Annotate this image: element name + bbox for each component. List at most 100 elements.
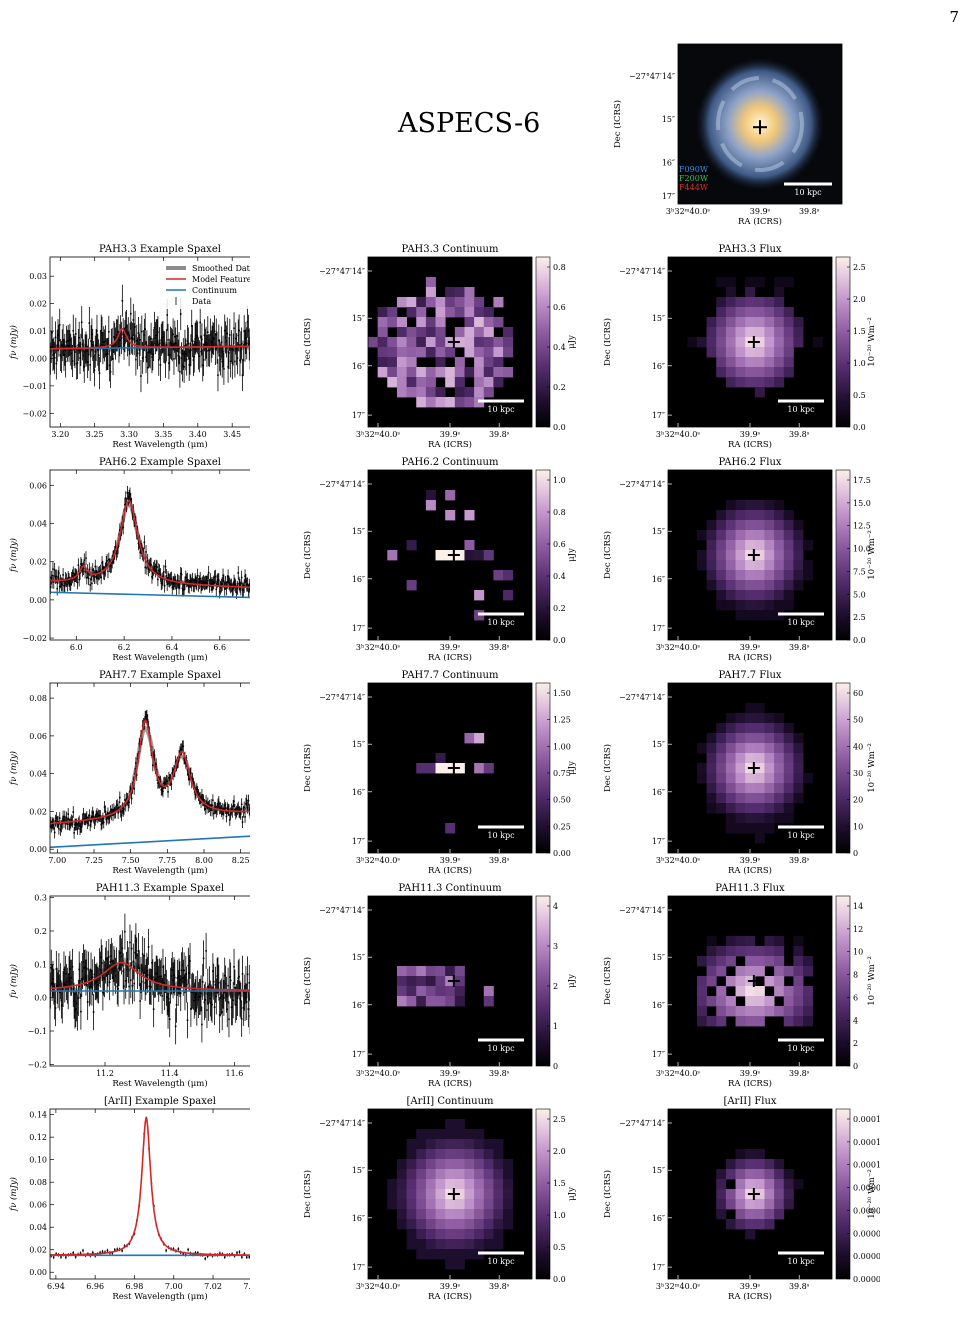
colorbar-tick-label: 1 <box>553 1022 558 1031</box>
map-pixel <box>764 590 775 601</box>
map-pixel <box>774 327 785 338</box>
data-point <box>108 956 110 958</box>
x-axis-label: RA (ICRS) <box>428 439 472 450</box>
map-pixel <box>716 753 727 764</box>
data-point <box>234 812 237 815</box>
map-pixel <box>454 327 465 338</box>
map-pixel <box>474 1129 485 1140</box>
map-pixel <box>425 327 436 338</box>
map-pixel <box>483 550 494 561</box>
map-pixel <box>754 956 765 967</box>
map-pixel <box>396 317 407 328</box>
map-pixel <box>783 327 794 338</box>
map-pixel <box>774 540 785 551</box>
data-point <box>91 333 93 336</box>
data-point <box>50 825 53 828</box>
data-point <box>105 958 108 960</box>
map-pixel <box>735 793 746 804</box>
map-pixel <box>387 1179 398 1190</box>
y-tick-label: 0.02 <box>29 1246 47 1255</box>
data-point <box>156 334 158 336</box>
y-axis-label: Dec (ICRS) <box>602 318 613 366</box>
map-pixel <box>493 1169 504 1180</box>
data-point <box>245 799 248 802</box>
map-pixel <box>745 823 756 834</box>
data-point <box>53 831 56 834</box>
data-point <box>100 823 102 826</box>
map-pixel <box>735 1219 746 1230</box>
y-tick-label: 0.08 <box>29 694 47 703</box>
map-pixel <box>754 500 765 511</box>
data-point <box>106 974 108 976</box>
data-point <box>79 828 81 830</box>
data-point <box>62 574 64 576</box>
map-pixel <box>783 793 794 804</box>
data-point <box>207 1002 210 1004</box>
map-pixel <box>725 510 736 521</box>
data-point <box>210 804 212 806</box>
data-point <box>239 811 241 814</box>
map-pixel <box>483 1159 494 1170</box>
map-pixel <box>754 996 765 1007</box>
data-point <box>100 956 102 959</box>
data-point <box>91 582 93 585</box>
data-point <box>54 1007 57 1009</box>
map-pixel <box>435 1249 446 1260</box>
data-point <box>218 801 220 803</box>
map-pixel <box>725 377 736 388</box>
data-point <box>235 591 238 593</box>
data-point <box>138 742 141 745</box>
spectrum-plot-area <box>50 913 250 1045</box>
map-pixel <box>445 307 456 318</box>
data-point <box>87 819 90 822</box>
map-pixel <box>474 1149 485 1160</box>
map-pixel <box>493 1229 504 1240</box>
data-point <box>233 580 235 583</box>
data-point <box>204 808 207 810</box>
data-point <box>159 574 162 576</box>
data-point <box>234 337 237 340</box>
map-pixel <box>764 956 775 967</box>
data-point <box>179 370 181 373</box>
map-pixel <box>725 520 736 531</box>
scalebar-label: 10 kpc <box>487 831 515 840</box>
map-pixel <box>435 1159 446 1170</box>
map-pixel <box>735 773 746 784</box>
map-pixel <box>745 530 756 541</box>
map-pixel <box>368 337 379 348</box>
map-pixel <box>445 1249 456 1260</box>
map-pixel <box>474 733 485 744</box>
data-point <box>90 969 92 972</box>
map-pixel <box>764 367 775 378</box>
data-point <box>84 570 86 573</box>
data-point <box>67 340 69 342</box>
map-pixel <box>406 367 417 378</box>
data-point <box>185 353 187 356</box>
data-point <box>64 983 66 986</box>
map-pixel <box>706 580 717 591</box>
map-pixel <box>706 753 717 764</box>
data-point <box>206 350 208 352</box>
map-pixel <box>754 610 765 621</box>
data-point <box>57 576 59 578</box>
map-pixel <box>754 703 765 714</box>
data-point <box>179 978 181 981</box>
map-pixel <box>483 347 494 358</box>
data-point <box>210 583 212 585</box>
map-pixel <box>803 966 814 977</box>
data-point <box>113 963 115 965</box>
spectrum-plot-area <box>50 485 250 599</box>
data-point <box>165 344 168 346</box>
x-tick-label: 8.25 <box>232 856 250 865</box>
data-point <box>88 814 91 817</box>
map-pixel <box>483 1229 494 1240</box>
map-pixel <box>716 1199 727 1210</box>
data-point <box>182 353 185 355</box>
map-pixel <box>716 367 727 378</box>
map-pixel <box>454 1119 465 1130</box>
data-point <box>249 811 250 814</box>
data-point <box>199 577 201 580</box>
map-pixel <box>416 1189 427 1200</box>
data-point <box>59 829 62 831</box>
map-pixel <box>725 773 736 784</box>
